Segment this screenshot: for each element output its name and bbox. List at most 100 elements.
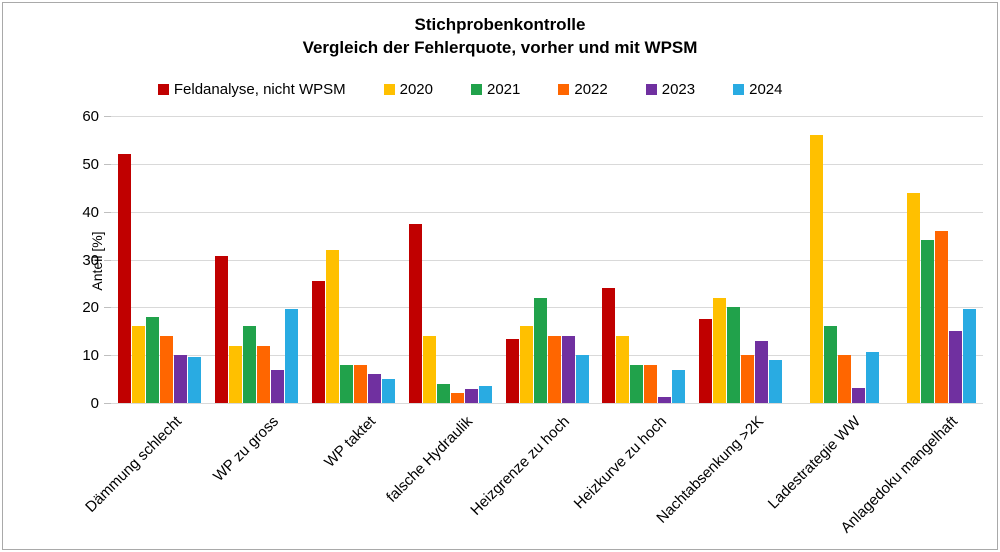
bar xyxy=(214,256,228,403)
bar xyxy=(561,336,575,403)
bar xyxy=(131,326,145,403)
bar-group xyxy=(402,116,499,403)
y-tick-mark xyxy=(104,355,111,357)
bar xyxy=(824,326,838,403)
bar-group xyxy=(499,116,596,403)
bar-group xyxy=(595,116,692,403)
bar xyxy=(907,192,921,403)
y-tick-mark xyxy=(104,307,111,309)
bar xyxy=(866,351,880,403)
legend-item: 2021 xyxy=(470,81,521,98)
bar xyxy=(769,359,783,403)
bar xyxy=(921,240,935,403)
y-tick-mark xyxy=(104,403,111,404)
legend-label: 2022 xyxy=(574,81,608,98)
legend-item: 2022 xyxy=(558,81,608,98)
bar xyxy=(228,345,242,403)
bar xyxy=(464,388,478,403)
plot-area xyxy=(111,116,983,403)
legend: Feldanalyse, nicht WPSM 2020 2021 2022 2023 2… xyxy=(3,81,937,98)
x-category-label: WP zu gross xyxy=(210,413,283,485)
bar xyxy=(367,374,381,403)
gridline xyxy=(111,211,983,213)
bar xyxy=(478,386,492,403)
legend-label: 2024 xyxy=(749,81,783,98)
legend-swatch-icon xyxy=(383,84,395,95)
bar xyxy=(630,364,644,403)
bar xyxy=(381,379,395,403)
gridline xyxy=(111,355,983,357)
bar xyxy=(963,308,977,403)
y-tick-label: 0 xyxy=(90,395,99,412)
bar-group xyxy=(886,116,983,403)
bar xyxy=(505,338,519,403)
chart-title: Stichprobenkontrolle Vergleich der Fehle… xyxy=(3,13,997,59)
y-tick-label: 10 xyxy=(82,347,99,365)
bar xyxy=(935,230,949,403)
legend-swatch-icon xyxy=(157,84,169,95)
gridline xyxy=(111,163,983,165)
bar-group xyxy=(692,116,789,403)
bar xyxy=(699,319,713,403)
bar xyxy=(311,281,325,403)
gridline xyxy=(111,259,983,261)
bar xyxy=(173,355,187,403)
bar xyxy=(242,326,256,403)
gridline xyxy=(111,307,983,309)
bar xyxy=(270,369,284,403)
y-tick-label: 40 xyxy=(82,203,99,221)
bar xyxy=(727,307,741,403)
bar xyxy=(187,356,201,403)
legend-label: 2023 xyxy=(661,81,696,98)
legend-swatch-icon xyxy=(470,84,482,95)
legend-swatch-icon xyxy=(558,84,570,95)
bar-group xyxy=(789,116,886,403)
y-tick-mark xyxy=(104,116,111,117)
legend-label: Feldanalyse, nicht WPSM xyxy=(173,81,346,98)
bar xyxy=(755,340,769,403)
y-tick-mark xyxy=(104,163,111,165)
bar-group xyxy=(111,116,208,403)
y-tick-label: 30 xyxy=(82,251,99,269)
bar xyxy=(810,135,824,403)
x-category-label: WP taktet xyxy=(321,413,380,471)
bar xyxy=(852,387,866,403)
bar xyxy=(325,249,339,403)
bar xyxy=(672,369,686,403)
bar-group xyxy=(208,116,305,403)
bar xyxy=(838,355,852,403)
bar xyxy=(145,316,159,403)
bar xyxy=(408,223,422,403)
legend-swatch-icon xyxy=(733,84,745,95)
bar xyxy=(741,355,755,403)
bar xyxy=(353,364,367,403)
legend-label: 2020 xyxy=(399,81,433,98)
legend-label: 2021 xyxy=(486,81,521,98)
bar xyxy=(256,345,270,403)
bar xyxy=(616,336,630,403)
bar xyxy=(713,297,727,403)
bar xyxy=(547,336,561,403)
y-tick-label: 60 xyxy=(82,108,99,125)
bar xyxy=(949,331,963,403)
legend-item: 2020 xyxy=(383,81,433,98)
bar xyxy=(519,326,533,403)
chart-title-line1: Stichprobenkontrolle xyxy=(414,15,586,34)
bar xyxy=(658,397,672,403)
bar xyxy=(436,383,450,403)
gridline xyxy=(111,116,983,117)
bar xyxy=(533,297,547,403)
bar xyxy=(117,154,131,403)
bar xyxy=(339,364,353,403)
legend-item: Feldanalyse, nicht WPSM xyxy=(157,81,346,98)
legend-item: 2024 xyxy=(733,81,782,98)
gridline xyxy=(111,403,983,404)
y-tick-label: 50 xyxy=(82,155,99,173)
bar xyxy=(422,336,436,403)
legend-item: 2023 xyxy=(645,81,696,98)
bar xyxy=(602,288,616,403)
bar xyxy=(575,355,589,403)
bar xyxy=(450,393,464,403)
bar xyxy=(159,336,173,403)
